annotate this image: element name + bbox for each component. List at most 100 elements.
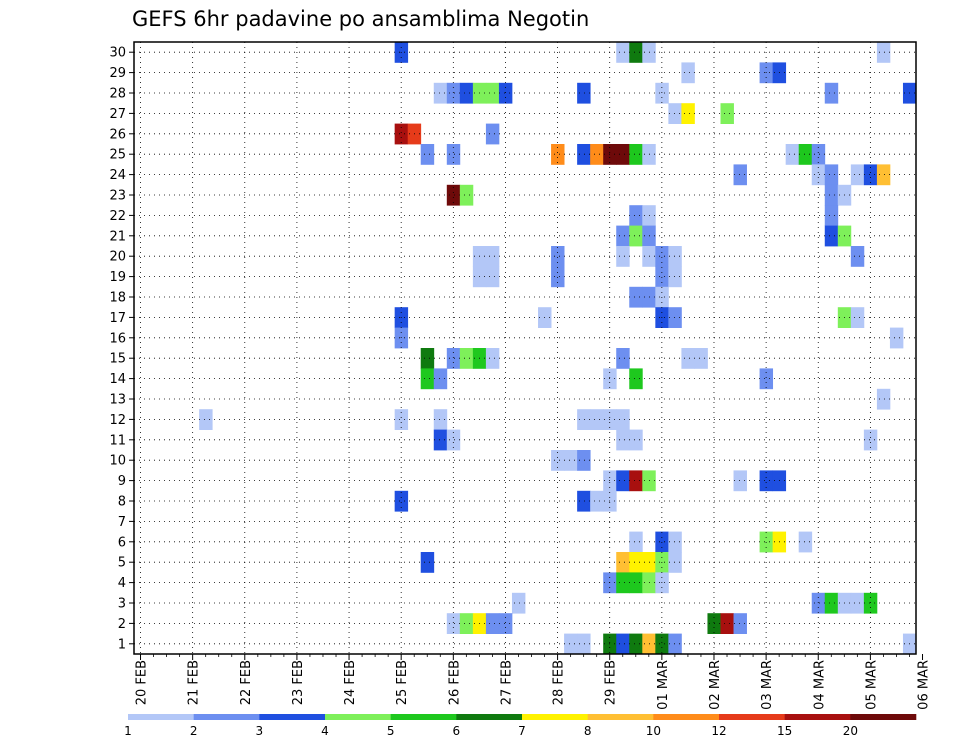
cell-s27-m26 <box>485 123 500 145</box>
cell-s52-m25 <box>811 144 826 165</box>
colorbar-label-1: 1 <box>124 724 132 738</box>
y-tick-label-13: 13 <box>109 393 126 408</box>
cell-s32-m19 <box>551 266 565 288</box>
colorbar-swatch-12 <box>850 714 917 720</box>
cell-s40-m20 <box>655 246 669 267</box>
x-tick-label-15: 06 MAR <box>917 660 932 710</box>
colorbar-label-5: 5 <box>387 724 395 738</box>
colorbar-swatch-5 <box>390 714 457 720</box>
cell-s25-m28 <box>459 82 474 104</box>
cell-s56-m24 <box>863 164 878 186</box>
cell-s46-m9 <box>733 470 747 492</box>
cell-s51-m25 <box>798 144 813 165</box>
cell-s34-m8 <box>577 490 591 512</box>
x-tick-label-9: 29 FEB <box>604 660 619 705</box>
y-axis: 1234567891011121314151617181920212223242… <box>109 46 134 652</box>
cell-s22-m5 <box>420 552 435 573</box>
x-tick-label-7: 27 FEB <box>499 660 514 705</box>
y-tick-label-27: 27 <box>109 107 126 122</box>
cell-s28-m2 <box>498 613 513 634</box>
cell-s27-m15 <box>485 348 500 369</box>
cell-s41-m19 <box>668 266 682 288</box>
colorbar-swatch-9 <box>653 714 720 720</box>
y-tick-label-24: 24 <box>109 168 126 183</box>
y-tick-label-6: 6 <box>118 535 126 550</box>
y-tick-label-26: 26 <box>109 127 126 142</box>
cell-s41-m27 <box>668 103 682 124</box>
cell-s25-m15 <box>459 348 474 369</box>
cell-s22-m25 <box>420 144 435 165</box>
cell-s57-m30 <box>876 42 891 63</box>
cell-s28-m28 <box>498 82 513 104</box>
cell-s37-m4 <box>616 572 630 594</box>
cell-s5-m12 <box>199 409 213 430</box>
cell-s40-m28 <box>655 82 669 104</box>
cell-s27-m2 <box>485 613 500 634</box>
cell-s37-m15 <box>616 348 630 369</box>
cell-s52-m3 <box>811 592 826 614</box>
cell-s53-m23 <box>824 184 839 206</box>
cell-s38-m21 <box>629 225 643 247</box>
heatmap-cells <box>199 42 917 655</box>
colorbar-swatch-4 <box>325 714 391 720</box>
cell-s37-m20 <box>616 246 630 267</box>
colorbar: 1 2 3 4 5 6 7 8 10 12 15 20 <box>124 714 917 738</box>
plot-frame <box>133 41 917 655</box>
y-tick-label-30: 30 <box>109 46 126 61</box>
y-tick-label-3: 3 <box>118 597 126 612</box>
colorbar-label-12: 12 <box>711 724 726 738</box>
colorbar-swatch-2 <box>193 714 260 720</box>
cell-s55-m24 <box>850 164 865 186</box>
cell-s35-m8 <box>590 490 604 512</box>
y-tick-label-1: 1 <box>118 637 126 652</box>
y-tick-label-17: 17 <box>109 311 126 326</box>
cell-s46-m2 <box>733 613 747 634</box>
x-tick-label-12: 03 MAR <box>760 660 775 710</box>
y-tick-label-12: 12 <box>109 413 126 428</box>
x-tick-label-14: 05 MAR <box>864 660 879 710</box>
cell-s32-m20 <box>551 246 565 267</box>
cell-s24-m11 <box>446 429 461 451</box>
cell-s41-m1 <box>668 633 682 655</box>
cell-s46-m24 <box>733 164 747 186</box>
colorbar-swatch-11 <box>784 714 851 720</box>
cell-s56-m3 <box>863 592 878 614</box>
cell-s53-m22 <box>824 205 839 226</box>
cell-s38-m6 <box>629 531 643 553</box>
cell-s41-m6 <box>668 531 682 553</box>
cell-s34-m1 <box>577 633 591 655</box>
y-tick-label-20: 20 <box>109 250 126 265</box>
cell-s32-m10 <box>551 450 565 471</box>
y-tick-label-29: 29 <box>109 66 126 81</box>
cell-s20-m26 <box>394 123 409 145</box>
cell-s23-m28 <box>433 82 448 104</box>
cell-s22-m14 <box>420 368 435 390</box>
y-tick-label-2: 2 <box>118 617 126 632</box>
cell-s29-m3 <box>511 592 526 614</box>
cell-s37-m1 <box>616 633 630 655</box>
cell-s38-m25 <box>629 144 643 165</box>
cell-s56-m11 <box>863 429 878 451</box>
x-tick-label-10: 01 MAR <box>656 660 671 710</box>
cell-s51-m6 <box>798 531 813 553</box>
cell-s53-m3 <box>824 592 839 614</box>
y-tick-label-19: 19 <box>109 270 126 285</box>
cell-s35-m25 <box>590 144 604 165</box>
cell-s40-m1 <box>655 633 669 655</box>
x-tick-label-4: 24 FEB <box>343 660 358 705</box>
cell-s55-m3 <box>850 592 865 614</box>
cell-s34-m28 <box>577 82 591 104</box>
y-tick-label-21: 21 <box>109 229 126 244</box>
cell-s38-m5 <box>629 552 643 573</box>
y-tick-label-14: 14 <box>109 372 126 387</box>
colorbar-swatch-1 <box>128 714 194 720</box>
cell-s37-m21 <box>616 225 630 247</box>
colorbar-swatch-3 <box>259 714 326 720</box>
cell-s38-m14 <box>629 368 643 390</box>
cell-s22-m15 <box>420 348 435 369</box>
y-tick-label-18: 18 <box>109 291 126 306</box>
cell-s50-m25 <box>785 144 800 165</box>
cell-s34-m12 <box>577 409 591 430</box>
y-tick-label-4: 4 <box>118 576 126 591</box>
chart-title: GEFS 6hr padavine po ansamblima Negotin <box>132 7 589 31</box>
